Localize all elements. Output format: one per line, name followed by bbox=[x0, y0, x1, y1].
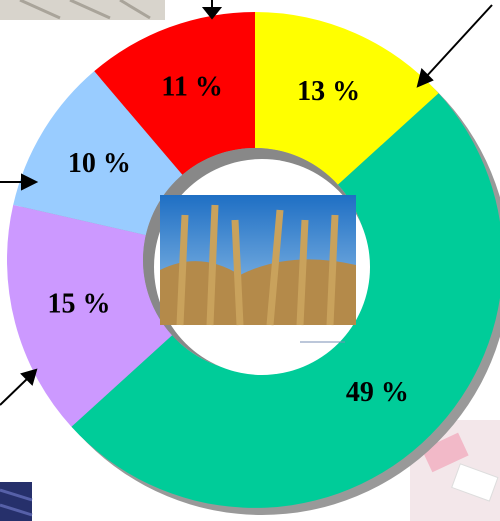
data-label: 10 % bbox=[68, 148, 131, 179]
data-label: 49 % bbox=[346, 377, 409, 408]
arrows bbox=[0, 0, 493, 406]
photo-bottom-left bbox=[0, 482, 33, 521]
data-label: 11 % bbox=[161, 72, 222, 103]
data-label: 15 % bbox=[47, 289, 110, 320]
donut-segment bbox=[94, 12, 256, 175]
donut-segment bbox=[6, 204, 173, 427]
data-label: 13 % bbox=[297, 76, 360, 107]
photo-top-left bbox=[0, 0, 165, 20]
donut-segment bbox=[255, 12, 439, 185]
center-photo bbox=[160, 195, 356, 343]
donut-segment bbox=[71, 93, 500, 508]
donut-segment bbox=[13, 71, 183, 236]
